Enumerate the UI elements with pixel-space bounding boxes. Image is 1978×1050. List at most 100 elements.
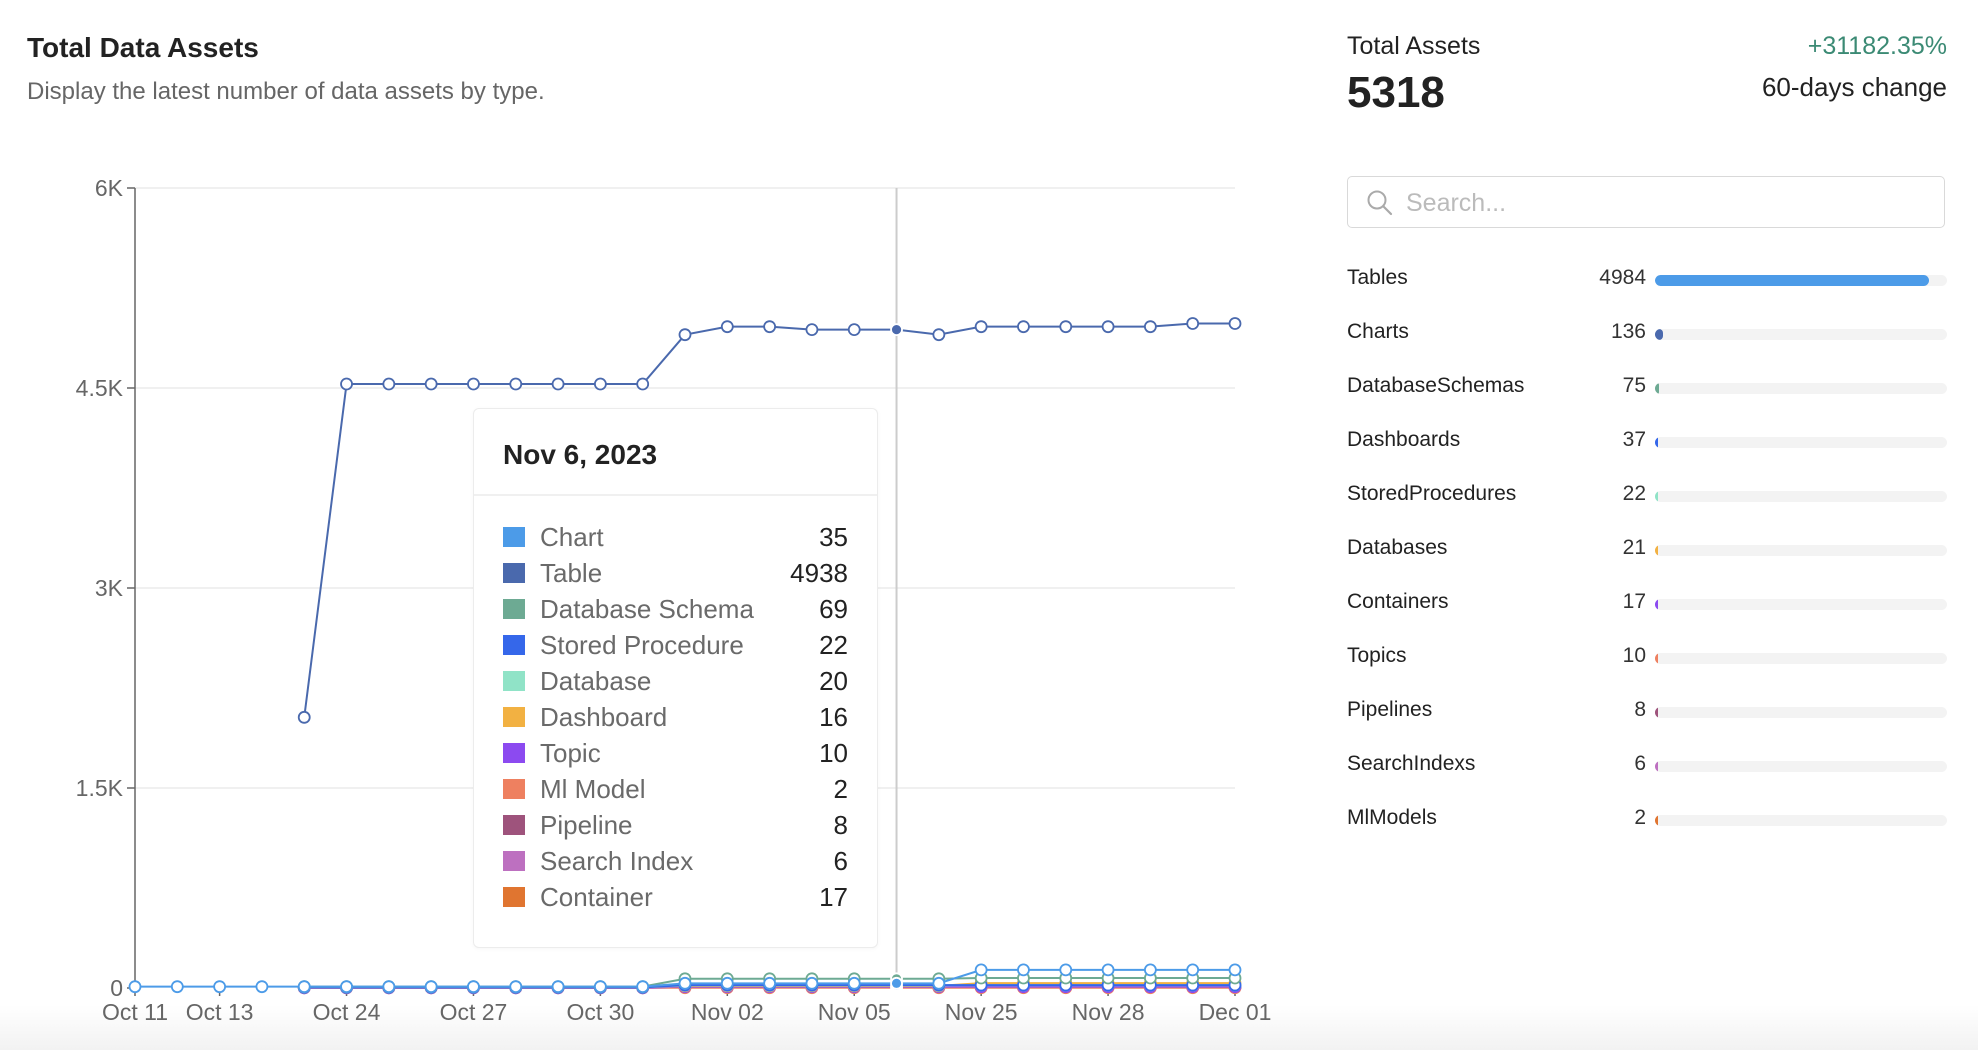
asset-type-row[interactable]: Dashboards 37	[1347, 428, 1947, 458]
asset-type-count: 2	[1634, 806, 1646, 829]
legend-swatch	[503, 527, 525, 547]
tooltip-item: Search Index 6	[503, 843, 848, 879]
data-point	[340, 980, 353, 994]
asset-type-label: Charts	[1347, 320, 1409, 343]
legend-swatch	[503, 887, 525, 907]
data-point	[340, 377, 353, 391]
asset-type-row[interactable]: DatabaseSchemas 75	[1347, 374, 1947, 404]
asset-type-count: 6	[1634, 752, 1646, 775]
tooltip-item: Topic 10	[503, 735, 848, 771]
x-tick-label: Nov 25	[945, 999, 1018, 1025]
asset-type-row[interactable]: Databases 21	[1347, 536, 1947, 566]
asset-type-label: Pipelines	[1347, 698, 1433, 721]
data-point	[763, 320, 777, 334]
legend-swatch	[503, 671, 525, 691]
tooltip-item: Container 17	[503, 879, 848, 915]
asset-type-count: 8	[1634, 698, 1646, 721]
tooltip-item-value: 16	[819, 701, 848, 732]
data-point	[382, 377, 396, 391]
data-assets-line-chart[interactable]: 0 1.5K 3K 4.5K 6K Oct 11 Oct 13 Oct 24 Oct 27 Oct…	[0, 0, 1290, 1040]
legend-swatch	[503, 563, 525, 583]
asset-type-count: 4984	[1599, 266, 1646, 289]
asset-progress-fill	[1655, 761, 1658, 772]
asset-type-row[interactable]: StoredProcedures 22	[1347, 482, 1947, 512]
asset-progress-bar	[1655, 329, 1947, 340]
data-point	[1228, 963, 1242, 977]
tooltip-item-value: 8	[833, 809, 848, 840]
asset-progress-fill	[1655, 383, 1660, 394]
asset-type-row[interactable]: MlModels 2	[1347, 806, 1947, 836]
asset-type-row[interactable]: Pipelines 8	[1347, 698, 1947, 728]
asset-progress-fill	[1655, 437, 1658, 448]
data-point	[509, 377, 523, 391]
data-point	[847, 323, 861, 337]
tooltip-item-label: Table	[540, 557, 603, 588]
tooltip-item-value: 2	[833, 773, 848, 804]
data-point	[805, 323, 819, 337]
asset-type-label: DatabaseSchemas	[1347, 374, 1525, 397]
asset-type-row[interactable]: Topics 10	[1347, 644, 1947, 674]
tooltip-item: Stored Procedure 22	[503, 627, 848, 663]
asset-type-count: 22	[1622, 482, 1646, 505]
tooltip-item-value: 17	[819, 881, 848, 912]
data-point	[255, 980, 269, 994]
tooltip-item-label: Database	[540, 665, 652, 696]
search-icon	[1367, 190, 1393, 216]
asset-progress-fill	[1655, 653, 1658, 664]
data-point	[1228, 317, 1242, 330]
y-tick-label: 6K	[95, 175, 124, 201]
search-box[interactable]	[1347, 176, 1945, 228]
asset-type-label: Topics	[1347, 644, 1407, 667]
data-point	[593, 980, 607, 994]
asset-progress-bar	[1655, 383, 1947, 394]
tooltip-item-label: Chart	[540, 521, 604, 552]
asset-type-row[interactable]: SearchIndexs 6	[1347, 752, 1947, 782]
tooltip-item-value: 35	[819, 521, 848, 552]
chart-subtitle: Display the latest number of data assets…	[27, 78, 545, 105]
asset-progress-bar	[1655, 707, 1947, 718]
data-point	[128, 980, 142, 994]
asset-type-label: Tables	[1347, 266, 1408, 289]
x-tick-label: Nov 05	[818, 999, 891, 1025]
asset-progress-fill	[1655, 707, 1658, 718]
legend-swatch	[503, 743, 525, 763]
asset-progress-bar	[1655, 599, 1947, 610]
asset-progress-bar	[1655, 545, 1947, 556]
data-point	[382, 980, 396, 994]
asset-progress-bar	[1655, 437, 1947, 448]
search-input[interactable]	[1404, 185, 1908, 221]
data-point	[1186, 963, 1200, 977]
tooltip-item-label: Stored Procedure	[540, 629, 744, 660]
data-point	[1143, 320, 1157, 334]
data-point	[890, 323, 903, 337]
data-point	[678, 976, 692, 990]
y-tick-label: 0	[110, 975, 123, 1001]
tooltip-item: Table 4938	[503, 555, 848, 591]
tooltip-item: Database 20	[503, 663, 848, 699]
data-point	[424, 377, 438, 391]
tooltip-item-value: 20	[819, 665, 848, 696]
data-point	[974, 320, 988, 334]
asset-type-row[interactable]: Charts 136	[1347, 320, 1947, 350]
y-tick-label: 1.5K	[76, 775, 124, 801]
tooltip-item: Database Schema 69	[503, 591, 848, 627]
legend-swatch	[503, 779, 525, 799]
tooltip-item-value: 4938	[790, 557, 848, 588]
tooltip-item: Chart 35	[503, 519, 848, 555]
asset-progress-fill	[1655, 491, 1658, 502]
tooltip-item-value: 69	[819, 593, 848, 624]
tooltip-item-value: 22	[819, 629, 848, 660]
y-tick-label: 3K	[95, 575, 124, 601]
change-percent: +31182.35%	[1807, 32, 1947, 60]
x-tick-label: Nov 28	[1072, 999, 1145, 1025]
asset-type-row[interactable]: Containers 17	[1347, 590, 1947, 620]
asset-type-label: StoredProcedures	[1347, 482, 1517, 505]
asset-type-label: MlModels	[1347, 806, 1437, 829]
data-point	[890, 976, 903, 990]
asset-type-row[interactable]: Tables 4984	[1347, 266, 1947, 296]
data-point	[170, 980, 184, 994]
asset-progress-bar	[1655, 275, 1947, 286]
tooltip-item-label: Ml Model	[540, 773, 646, 804]
data-point	[467, 377, 480, 391]
data-point	[213, 980, 227, 994]
